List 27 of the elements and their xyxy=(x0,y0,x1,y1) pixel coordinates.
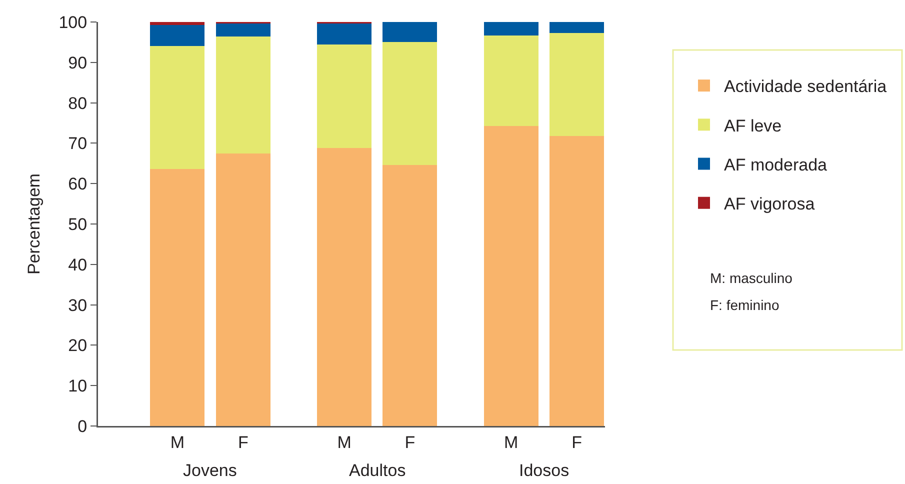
legend-label: AF moderada xyxy=(724,155,828,174)
y-tick-label: 50 xyxy=(68,214,88,234)
y-tick-label: 10 xyxy=(68,376,88,396)
y-tick-label: 100 xyxy=(58,12,88,32)
y-tick-label: 70 xyxy=(68,134,88,154)
y-tick-label: 0 xyxy=(78,416,88,436)
text: M: masculino xyxy=(710,270,793,286)
text: F: feminino xyxy=(710,297,780,313)
x-tick-label: F xyxy=(404,432,416,452)
x-tick-label: M xyxy=(337,432,352,452)
x-tick-label: F xyxy=(238,432,248,452)
x-tick-label: M xyxy=(504,432,518,452)
y-tick-label: 40 xyxy=(68,255,88,274)
y-axis-title: Percentagem xyxy=(24,173,44,275)
x-tick-label: M xyxy=(170,432,185,452)
y-tick-label: 90 xyxy=(68,53,88,72)
y-tick-label: 60 xyxy=(68,174,88,194)
legend-label: Actividade sedentária xyxy=(724,77,888,96)
legend-label: AF vigorosa xyxy=(724,194,816,214)
y-tick-label: 20 xyxy=(68,336,88,356)
x-tick-label: F xyxy=(572,432,582,452)
text: Adultos xyxy=(349,461,406,480)
y-tick-label: 30 xyxy=(68,296,88,315)
text: Jovens xyxy=(183,461,237,480)
y-tick-label: 80 xyxy=(68,94,88,113)
text: Idosos xyxy=(519,461,570,480)
legend-label: AF leve xyxy=(724,116,782,136)
